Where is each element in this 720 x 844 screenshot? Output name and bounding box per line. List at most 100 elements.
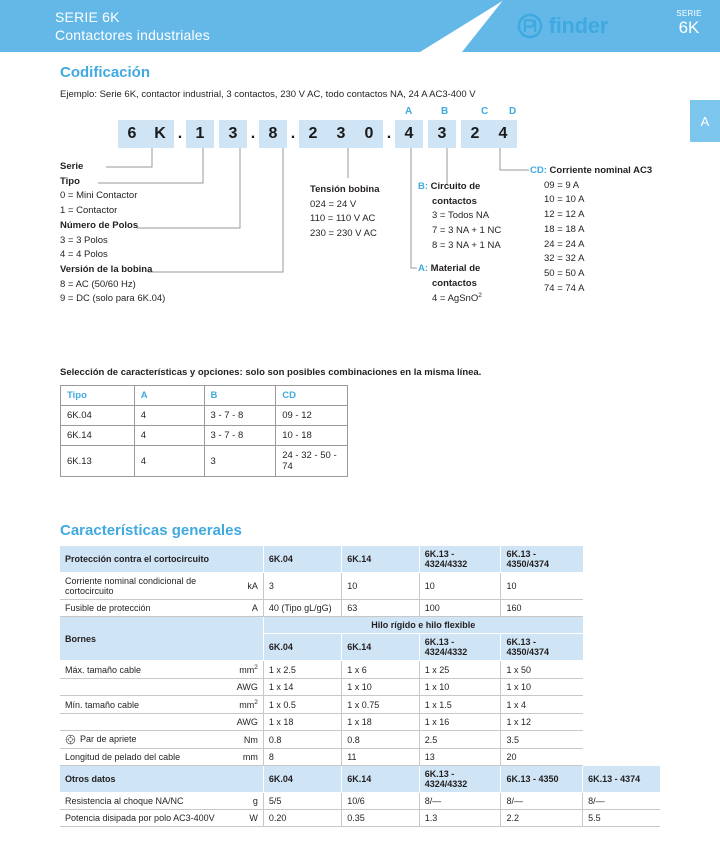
characteristics-cell: 1 x 25 xyxy=(418,660,501,679)
characteristics-cell: 3 xyxy=(262,572,342,600)
characteristics-cell: 8/— xyxy=(418,792,501,810)
characteristics-cell: 1 x 2.5 xyxy=(262,660,342,679)
legend-b-key: B: xyxy=(418,181,429,192)
legend-item: 50 = 50 A xyxy=(544,268,585,280)
code-group: 3 xyxy=(428,120,456,148)
characteristics-row: Resistencia al choque NA/NC g 5/5 10/6 8/— 8/… xyxy=(60,792,660,810)
characteristics-cell: 1 x 18 xyxy=(341,713,420,731)
characteristics-row-unit: AWG xyxy=(231,713,264,731)
legend-a-key: A: xyxy=(418,263,429,274)
legend-item: 3 = 3 Polos xyxy=(60,234,108,246)
characteristics-column-header: 6K.04 xyxy=(262,765,342,793)
characteristics-cell: 0.8 xyxy=(341,730,420,749)
selection-note: Selección de características y opciones:… xyxy=(60,367,482,378)
legend-item: 8 = 3 NA + 1 NA xyxy=(432,239,501,251)
selection-table: Tipo A B CD 6K.04 4 3 - 7 - 8 09 - 12 6K.14 4 3 -… xyxy=(60,385,348,477)
characteristics-row-label: Longitud de pelado del cable xyxy=(60,748,232,766)
legend-a-head2: contactos xyxy=(432,277,477,289)
side-tab-a: A xyxy=(690,100,720,142)
legend-a-item: 4 = AgSnO2 xyxy=(432,292,482,305)
code-group: 8 xyxy=(259,120,287,148)
selection-cell: 3 - 7 - 8 xyxy=(203,425,277,446)
characteristics-cell: 1 x 10 xyxy=(418,678,501,696)
series-badge-bottom: 6K xyxy=(678,18,700,37)
characteristics-row-unit: mm xyxy=(231,748,264,766)
legend-item: 12 = 12 A xyxy=(544,209,585,221)
legend-item: 32 = 32 A xyxy=(544,253,585,265)
legend-item: 8 = AC (50/60 Hz) xyxy=(60,278,136,290)
bornes-merged-header: Hilo rígido e hilo flexible xyxy=(262,616,583,634)
characteristics-table: Protección contra el cortocircuito 6K.04 6… xyxy=(60,546,660,827)
characteristics-cell: 160 xyxy=(500,599,583,617)
selection-row: 6K.13 4 3 24 - 32 - 50 - 74 xyxy=(60,445,348,477)
header-titles: SERIE 6K Contactores industriales xyxy=(55,8,210,45)
characteristics-cell: 1 x 6 xyxy=(341,660,420,679)
characteristics-row-label xyxy=(60,713,232,731)
characteristics-cell: 1.3 xyxy=(418,809,501,827)
datasheet-page: SERIE 6K Contactores industriales finder… xyxy=(0,0,720,827)
finder-logo: finder xyxy=(517,13,608,39)
characteristics-row-label: Mín. tamaño cable xyxy=(60,695,232,714)
characteristics-row: Par de apriete Nm 0.8 0.8 2.5 3.5 xyxy=(60,730,660,749)
characteristics-row-unit: AWG xyxy=(231,678,264,696)
code-char: 0 xyxy=(364,125,374,142)
characteristics-column-header: 6K.13 - 4324/4332 xyxy=(418,765,501,793)
characteristics-column-header: 6K.14 xyxy=(341,765,420,793)
characteristics-row-unit: W xyxy=(231,809,264,827)
code-char: 4 xyxy=(498,125,508,142)
code-separator: . xyxy=(386,125,392,142)
characteristics-row-label: Resistencia al choque NA/NC xyxy=(60,792,232,810)
legend-circuito-contactos: B: Circuito de contactos 3 = Todos NA 7 =… xyxy=(418,180,501,254)
characteristics-cell: 8/— xyxy=(582,792,660,810)
legend-head: Serie xyxy=(60,161,84,172)
characteristics-column-header: 6K.13 - 4374 xyxy=(582,765,660,793)
characteristics-row: Fusible de protección A 40 (Tipo gL/gG) 63 1… xyxy=(60,599,660,617)
code-char: 4 xyxy=(404,125,414,142)
characteristics-cell: 10 xyxy=(418,572,501,600)
selection-cell: 09 - 12 xyxy=(275,405,348,426)
code-marker-c: C xyxy=(481,106,489,117)
legend-b-head2: contactos xyxy=(432,195,477,207)
characteristics-column-header: 6K.13 - 4350/4374 xyxy=(500,546,583,573)
characteristics-section-label: Otros datos xyxy=(60,765,264,793)
selection-header-cell: A xyxy=(133,385,205,406)
characteristics-cell: 100 xyxy=(418,599,501,617)
characteristics-cell: 10 xyxy=(341,572,420,600)
selection-cell: 6K.04 xyxy=(60,405,135,426)
selection-cell: 6K.14 xyxy=(60,425,135,446)
characteristics-column-header: 6K.14 xyxy=(341,633,420,661)
characteristics-cell: 5/5 xyxy=(262,792,342,810)
finder-logo-icon xyxy=(517,13,543,39)
characteristics-cell: 8/— xyxy=(500,792,583,810)
characteristics-cell: 0.20 xyxy=(262,809,342,827)
characteristics-row-unit: g xyxy=(231,792,264,810)
legend-material-contactos: A: Material de contactos 4 = AgSnO2 xyxy=(418,262,482,307)
characteristics-cell: 63 xyxy=(341,599,420,617)
legend-cd-key: CD: xyxy=(530,165,547,176)
characteristics-row: Corriente nominal condicional de cortoci… xyxy=(60,572,660,600)
characteristics-column-header: 6K.04 xyxy=(262,546,342,573)
characteristics-cell: 1 x 0.75 xyxy=(341,695,420,714)
characteristics-cell: 1 x 0.5 xyxy=(262,695,342,714)
header-subtitle: Contactores industriales xyxy=(55,27,210,44)
selection-cell: 4 xyxy=(133,405,205,426)
selection-header-cell: B xyxy=(203,385,277,406)
characteristics-row-label: Potencia disipada por polo AC3-400V xyxy=(60,809,232,827)
legend-item: 24 = 24 A xyxy=(544,238,585,250)
characteristics-column-header: 6K.13 - 4324/4332 xyxy=(418,633,501,661)
legend-mid-head: Tensión bobina xyxy=(310,184,380,195)
characteristics-row: AWG 1 x 18 1 x 18 1 x 16 1 x 12 xyxy=(60,713,660,731)
characteristics-column-header: 6K.04 xyxy=(262,633,342,661)
characteristics-cell: 1 x 16 xyxy=(418,713,501,731)
code-separator: . xyxy=(177,125,183,142)
characteristics-row-unit: Nm xyxy=(231,730,264,749)
code-char: 8 xyxy=(268,125,278,142)
characteristics-cell: 11 xyxy=(341,748,420,766)
selection-cell: 4 xyxy=(133,425,205,446)
series-badge-top: SERIE xyxy=(676,9,702,18)
legend-item: 09 = 9 A xyxy=(544,179,580,191)
